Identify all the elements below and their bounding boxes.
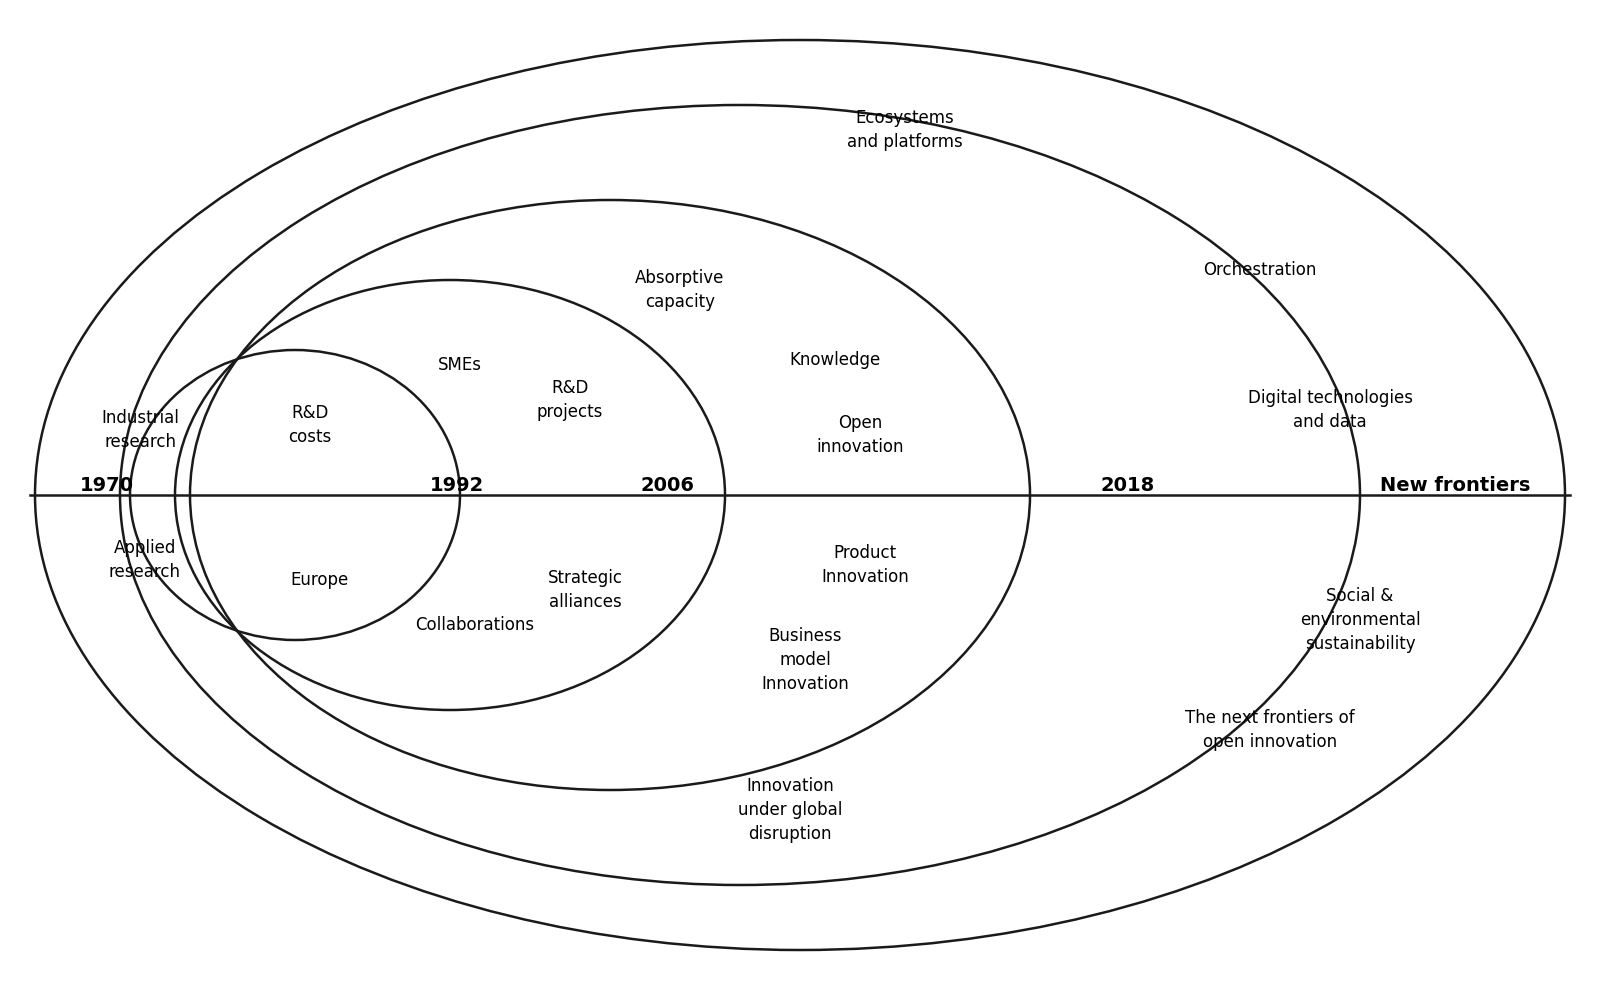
Text: New frontiers: New frontiers [1379, 476, 1530, 495]
Text: 1970: 1970 [80, 476, 134, 495]
Text: Industrial
research: Industrial research [101, 409, 179, 450]
Text: Open
innovation: Open innovation [816, 414, 904, 455]
Text: Innovation
under global
disruption: Innovation under global disruption [738, 777, 842, 842]
Text: R&D
projects: R&D projects [538, 379, 603, 421]
Text: R&D
costs: R&D costs [288, 404, 331, 446]
Text: Collaborations: Collaborations [416, 616, 534, 634]
Text: Digital technologies
and data: Digital technologies and data [1248, 389, 1413, 431]
Text: SMEs: SMEs [438, 356, 482, 374]
Text: 2018: 2018 [1101, 476, 1154, 495]
Text: Absorptive
capacity: Absorptive capacity [635, 269, 725, 311]
Text: 2006: 2006 [640, 476, 694, 495]
Text: Product
Innovation: Product Innovation [821, 544, 909, 586]
Text: Knowledge: Knowledge [789, 351, 880, 369]
Text: Ecosystems
and platforms: Ecosystems and platforms [846, 109, 963, 150]
Text: The next frontiers of
open innovation: The next frontiers of open innovation [1186, 709, 1355, 750]
Text: Strategic
alliances: Strategic alliances [547, 569, 622, 611]
Text: 1992: 1992 [430, 476, 485, 495]
Text: Applied
research: Applied research [109, 540, 181, 581]
Text: Business
model
Innovation: Business model Innovation [762, 628, 850, 693]
Text: Europe: Europe [291, 571, 349, 589]
Text: Orchestration: Orchestration [1203, 261, 1317, 279]
Text: Social &
environmental
sustainability: Social & environmental sustainability [1299, 587, 1421, 652]
